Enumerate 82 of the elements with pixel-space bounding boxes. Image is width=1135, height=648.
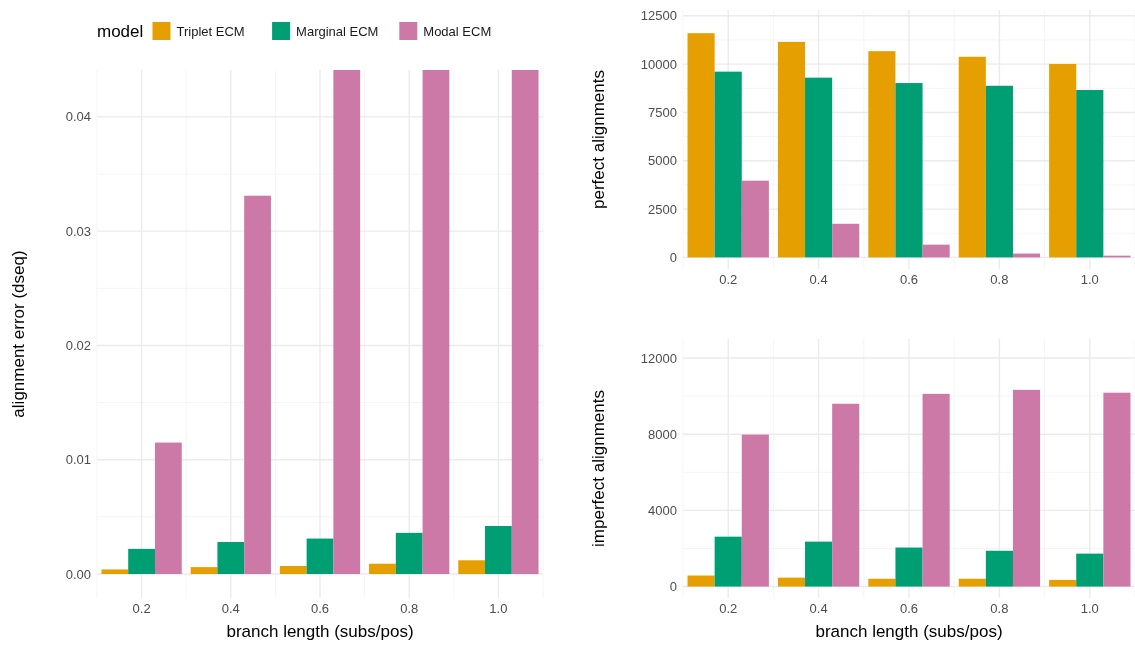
x-axis-title: branch length (subs/pos) — [226, 622, 414, 641]
bar — [458, 560, 486, 574]
bar — [1049, 63, 1077, 258]
bar — [306, 538, 334, 574]
bar — [333, 70, 361, 574]
x-tick-label: 0.6 — [899, 272, 919, 287]
x-tick-label: 0.6 — [310, 601, 330, 616]
bar — [687, 575, 715, 587]
x-tick-label: 0.4 — [809, 272, 828, 287]
bar — [985, 550, 1013, 587]
x-tick-label: 0.2 — [719, 601, 738, 616]
y-tick-label: 5000 — [648, 153, 677, 169]
y-axis-title: alignment error (dseq) — [9, 250, 28, 418]
bar — [511, 70, 539, 574]
y-tick-label: 2500 — [648, 201, 677, 217]
bar — [741, 434, 769, 587]
bar — [244, 195, 271, 574]
y-tick-label: 0.03 — [65, 223, 91, 239]
bar — [1103, 392, 1131, 587]
x-tick-label: 0.8 — [400, 601, 419, 616]
legend-title: model — [97, 22, 144, 41]
y-tick-label: 0.02 — [65, 337, 91, 353]
bar — [279, 566, 307, 574]
legend-label: Triplet ECM — [176, 24, 245, 39]
legend-label: Modal ECM — [423, 24, 492, 39]
y-tick-label: 4000 — [648, 502, 677, 518]
x-tick-label: 1.0 — [1080, 601, 1099, 616]
x-tick-label: 0.8 — [990, 272, 1009, 287]
y-tick-label: 12000 — [640, 350, 677, 366]
bar — [190, 567, 218, 574]
x-tick-label: 0.2 — [719, 272, 738, 287]
y-axis-title: imperfect alignments — [589, 390, 608, 547]
bar — [805, 77, 833, 258]
y-axis-title: perfect alignments — [589, 70, 608, 209]
y-tick-label: 0.04 — [65, 109, 91, 125]
x-tick-label: 0.4 — [221, 601, 240, 616]
bar — [895, 547, 923, 587]
bar — [1012, 389, 1041, 587]
bar — [832, 223, 860, 258]
bar — [369, 563, 396, 574]
bar — [958, 56, 986, 258]
y-tick-label: 0 — [669, 249, 677, 265]
y-tick-label: 0.00 — [65, 566, 91, 582]
x-tick-label: 0.8 — [990, 601, 1009, 616]
bar — [868, 578, 896, 587]
bar — [922, 244, 950, 258]
x-tick-label: 0.2 — [132, 601, 151, 616]
y-tick-label: 10000 — [640, 56, 677, 72]
bar — [1049, 579, 1077, 587]
bar — [101, 569, 129, 574]
bar — [832, 403, 860, 587]
bar — [714, 536, 742, 587]
bar — [714, 71, 742, 258]
x-tick-label: 0.4 — [809, 601, 828, 616]
y-tick-label: 0.01 — [65, 452, 91, 468]
bar — [985, 85, 1013, 258]
bar — [217, 542, 245, 574]
bar — [922, 393, 950, 587]
bar — [777, 577, 806, 587]
bar — [422, 70, 450, 574]
bar — [805, 541, 833, 587]
bar — [868, 51, 896, 258]
bar — [485, 526, 512, 574]
bar — [395, 532, 423, 574]
y-tick-label: 12500 — [640, 8, 677, 24]
y-tick-label: 8000 — [648, 426, 677, 442]
bar — [1076, 90, 1104, 258]
bar — [895, 83, 923, 258]
x-tick-label: 1.0 — [489, 601, 508, 616]
bar — [777, 41, 806, 258]
bar — [128, 548, 155, 574]
x-tick-label: 1.0 — [1080, 272, 1099, 287]
bar — [687, 33, 715, 258]
bar — [741, 180, 769, 258]
bar — [154, 442, 182, 574]
x-tick-label: 0.6 — [899, 601, 919, 616]
legend-label: Marginal ECM — [296, 24, 379, 39]
x-axis-title: branch length (subs/pos) — [815, 622, 1003, 641]
bar — [958, 578, 986, 587]
y-tick-label: 7500 — [648, 104, 677, 120]
y-tick-label: 0 — [669, 579, 677, 595]
bar — [1076, 553, 1104, 587]
